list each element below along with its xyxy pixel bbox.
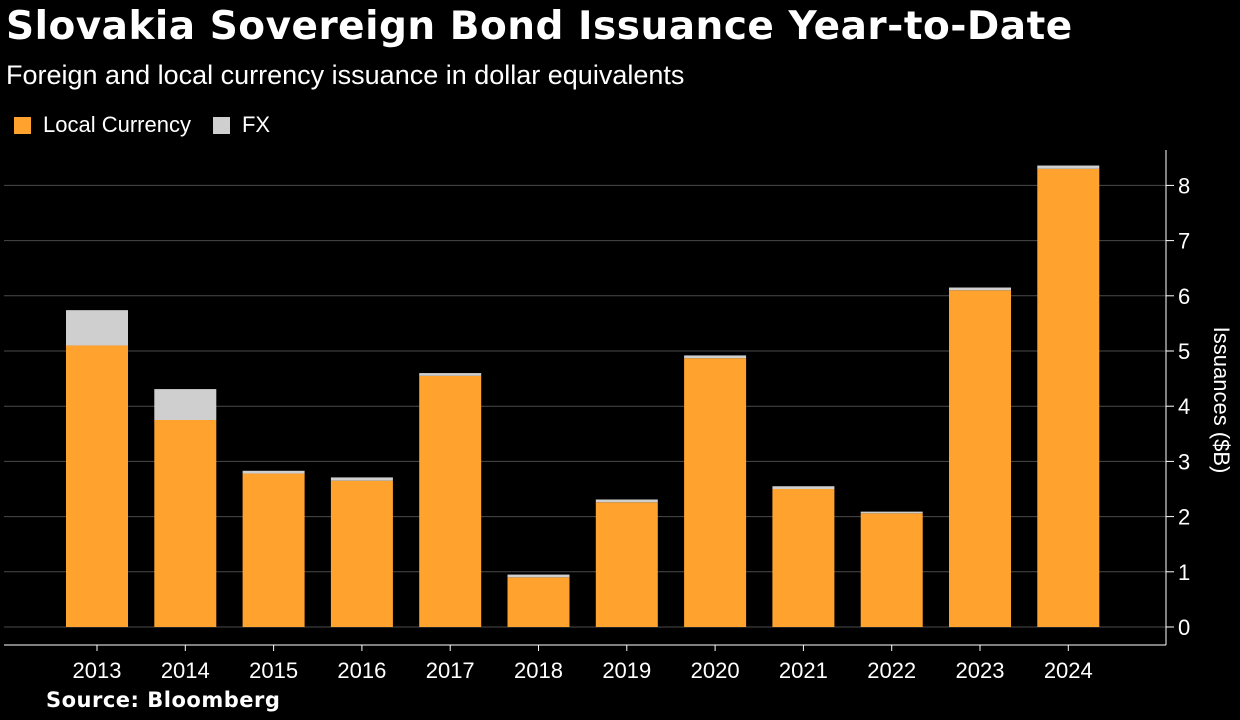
bar-local-currency-2017 (419, 375, 482, 627)
legend-swatch-local-currency (14, 116, 31, 134)
bar-local-currency-2014 (154, 420, 217, 627)
chart-subtitle: Foreign and local currency issuance in d… (6, 60, 685, 90)
legend-swatch-fx (212, 116, 230, 134)
y-tick-label-4: 4 (1178, 394, 1190, 419)
legend-label-fx: FX (241, 112, 271, 137)
bar-local-currency-2023 (949, 290, 1011, 627)
y-tick-label-5: 5 (1178, 339, 1190, 364)
bar-fx-2019 (595, 499, 658, 503)
bar-fx-2021 (772, 486, 835, 489)
bar-local-currency-2021 (772, 489, 835, 627)
x-tick-label-2019: 2019 (602, 658, 651, 683)
bar-local-currency-2018 (507, 577, 570, 627)
legend-item-fx: FX (212, 112, 271, 138)
y-tick-label-6: 6 (1178, 284, 1190, 309)
bar-fx-2024 (1037, 165, 1100, 169)
x-tick-label-2020: 2020 (691, 658, 740, 683)
x-tick-label-2014: 2014 (161, 658, 210, 683)
bar-fx-2015 (242, 470, 305, 474)
x-tick-label-2015: 2015 (249, 658, 298, 683)
legend-item-local-currency: Local Currency (14, 112, 191, 138)
bar-local-currency-2019 (595, 502, 658, 627)
bar-fx-2014 (154, 389, 217, 420)
x-tick-label-2022: 2022 (867, 658, 916, 683)
y-axis-title: Issuances ($B) (1209, 327, 1234, 474)
x-tick-label-2021: 2021 (779, 658, 828, 683)
chart-title: Slovakia Sovereign Bond Issuance Year-to… (6, 4, 1073, 49)
bar-fx-2017 (419, 373, 482, 376)
x-tick-label-2013: 2013 (73, 658, 122, 683)
bar-local-currency-2022 (860, 513, 923, 627)
y-tick-label-1: 1 (1178, 560, 1190, 585)
source-note: Source: Bloomberg (46, 688, 281, 712)
bar-fx-2013 (66, 310, 128, 346)
bar-fx-2018 (507, 574, 570, 578)
bar-local-currency-2013 (66, 345, 128, 627)
x-tick-label-2017: 2017 (426, 658, 475, 683)
x-tick-label-2023: 2023 (956, 658, 1005, 683)
y-tick-label-2: 2 (1178, 505, 1190, 530)
bar-local-currency-2024 (1037, 168, 1100, 627)
bar-local-currency-2020 (684, 358, 747, 627)
legend: Local Currency FX (14, 112, 292, 138)
y-tick-label-0: 0 (1178, 615, 1190, 640)
bar-fx-2023 (949, 287, 1011, 291)
bar-local-currency-2015 (242, 473, 305, 627)
bar-fx-2016 (330, 477, 393, 481)
x-tick-label-2024: 2024 (1044, 658, 1093, 683)
y-tick-label-8: 8 (1178, 173, 1190, 198)
y-tick-label-7: 7 (1178, 229, 1190, 254)
bar-local-currency-2016 (330, 480, 393, 627)
bar-fx-2020 (684, 355, 747, 359)
x-tick-label-2016: 2016 (337, 658, 386, 683)
bar-fx-2022 (860, 511, 923, 514)
legend-label-local-currency: Local Currency (43, 112, 191, 137)
y-tick-label-3: 3 (1178, 449, 1190, 474)
x-tick-label-2018: 2018 (514, 658, 563, 683)
